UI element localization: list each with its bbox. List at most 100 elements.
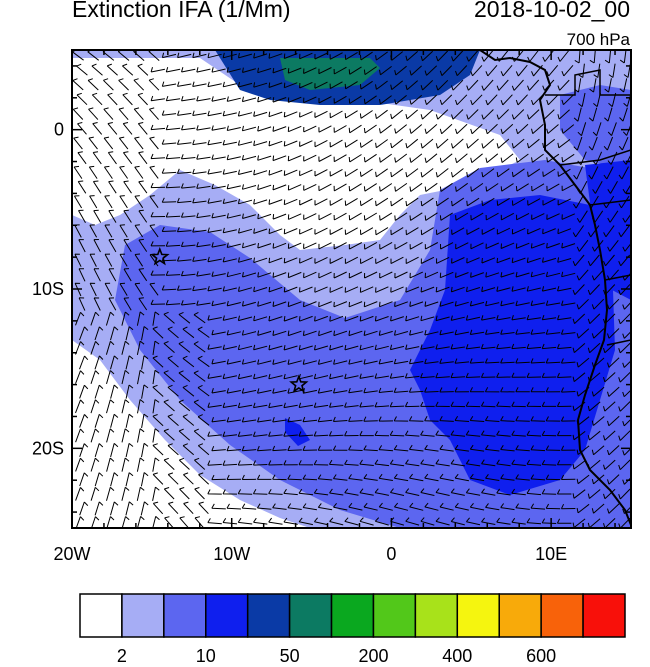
wind-barb xyxy=(390,109,404,120)
wind-barb xyxy=(576,239,589,252)
wind-barb xyxy=(196,300,211,306)
wind-barb xyxy=(333,95,347,104)
wind-barb xyxy=(90,486,100,501)
wind-barb xyxy=(72,107,84,120)
wind-barb xyxy=(122,122,133,135)
wind-barb xyxy=(226,271,241,278)
wind-barb xyxy=(211,474,226,481)
wind-barb xyxy=(500,183,514,192)
wind-barb xyxy=(394,124,408,134)
wind-barb xyxy=(272,388,287,394)
wind-barb xyxy=(560,358,576,364)
wind-barb xyxy=(389,373,405,379)
wind-barb xyxy=(180,300,196,306)
wind-barb xyxy=(303,271,317,279)
wind-barb xyxy=(531,213,545,221)
y-tick-label: 0 xyxy=(54,120,64,140)
wind-barb xyxy=(500,329,515,335)
wind-barb xyxy=(287,445,302,451)
wind-barb xyxy=(420,197,434,207)
wind-barb xyxy=(470,65,483,77)
wind-barb xyxy=(256,503,272,510)
wind-barb xyxy=(393,445,409,452)
wind-barb xyxy=(207,344,222,350)
wind-barb xyxy=(451,257,465,264)
wind-barb xyxy=(222,489,238,495)
wind-barb xyxy=(136,340,145,355)
wind-barb xyxy=(238,52,253,59)
wind-barb xyxy=(329,256,343,264)
wind-barb xyxy=(75,311,85,326)
wind-barb xyxy=(328,431,344,437)
wind-barb xyxy=(226,359,241,365)
wind-barb xyxy=(379,124,392,134)
wind-barb xyxy=(500,416,515,422)
wind-barb xyxy=(333,242,347,250)
wind-barb xyxy=(622,476,631,485)
peak-extinction-band xyxy=(280,58,380,90)
wind-barb xyxy=(511,79,524,91)
wind-barb xyxy=(556,460,572,466)
wind-barb xyxy=(439,212,453,221)
wind-barb xyxy=(576,474,590,485)
high-extinction-east xyxy=(585,160,631,300)
wind-barb xyxy=(283,228,298,235)
wind-barb xyxy=(576,269,589,281)
wind-barb xyxy=(110,384,119,399)
wind-barb xyxy=(74,253,82,267)
wind-barb xyxy=(348,124,362,134)
wind-barb xyxy=(237,111,253,117)
wind-barb xyxy=(379,271,393,279)
wind-barb xyxy=(287,155,302,162)
wind-barb xyxy=(374,488,389,496)
wind-barb xyxy=(75,457,85,472)
wind-barb xyxy=(604,78,612,93)
wind-barb xyxy=(394,182,408,192)
wind-barb xyxy=(226,474,242,480)
wind-barb xyxy=(237,140,253,146)
wind-barb xyxy=(389,401,405,408)
wind-barb xyxy=(167,384,179,397)
wind-barb xyxy=(152,457,160,472)
wind-barb xyxy=(123,151,133,165)
wind-barb xyxy=(360,227,374,236)
wind-barb xyxy=(329,110,343,119)
wind-barb xyxy=(515,94,528,106)
wind-barb xyxy=(363,502,378,511)
wind-barb xyxy=(435,286,450,293)
wind-barb xyxy=(299,257,313,264)
wind-barb xyxy=(302,503,317,511)
wind-barb xyxy=(211,300,226,307)
wind-barb xyxy=(424,94,438,105)
wind-barb xyxy=(375,197,389,207)
wind-barb xyxy=(138,151,148,165)
wind-barb xyxy=(527,138,540,149)
wind-barb xyxy=(242,213,257,219)
wind-barb xyxy=(344,110,358,119)
wind-barb xyxy=(192,52,207,59)
wind-barb xyxy=(622,301,631,310)
wind-barb xyxy=(303,213,317,221)
wind-barb xyxy=(88,165,98,179)
wind-barb xyxy=(241,388,257,394)
wind-barb xyxy=(572,313,586,324)
wind-barb xyxy=(561,242,576,249)
wind-barb xyxy=(163,399,175,412)
wind-barb xyxy=(619,78,628,93)
wind-barb xyxy=(348,66,362,75)
wind-barb xyxy=(607,298,620,310)
wind-barb xyxy=(545,445,561,451)
wind-barb xyxy=(485,474,500,481)
wind-barb xyxy=(192,168,207,175)
wind-barb xyxy=(287,330,302,337)
wind-barb xyxy=(222,81,237,88)
wind-barb xyxy=(607,474,620,485)
x-tick-label: 10E xyxy=(535,544,567,564)
wind-barb xyxy=(313,459,329,466)
wind-barb xyxy=(211,503,226,510)
wind-barb xyxy=(272,126,287,132)
wind-barb xyxy=(622,153,631,165)
wind-barb xyxy=(607,386,620,397)
wind-barb xyxy=(93,297,101,311)
wind-barb xyxy=(546,183,560,192)
